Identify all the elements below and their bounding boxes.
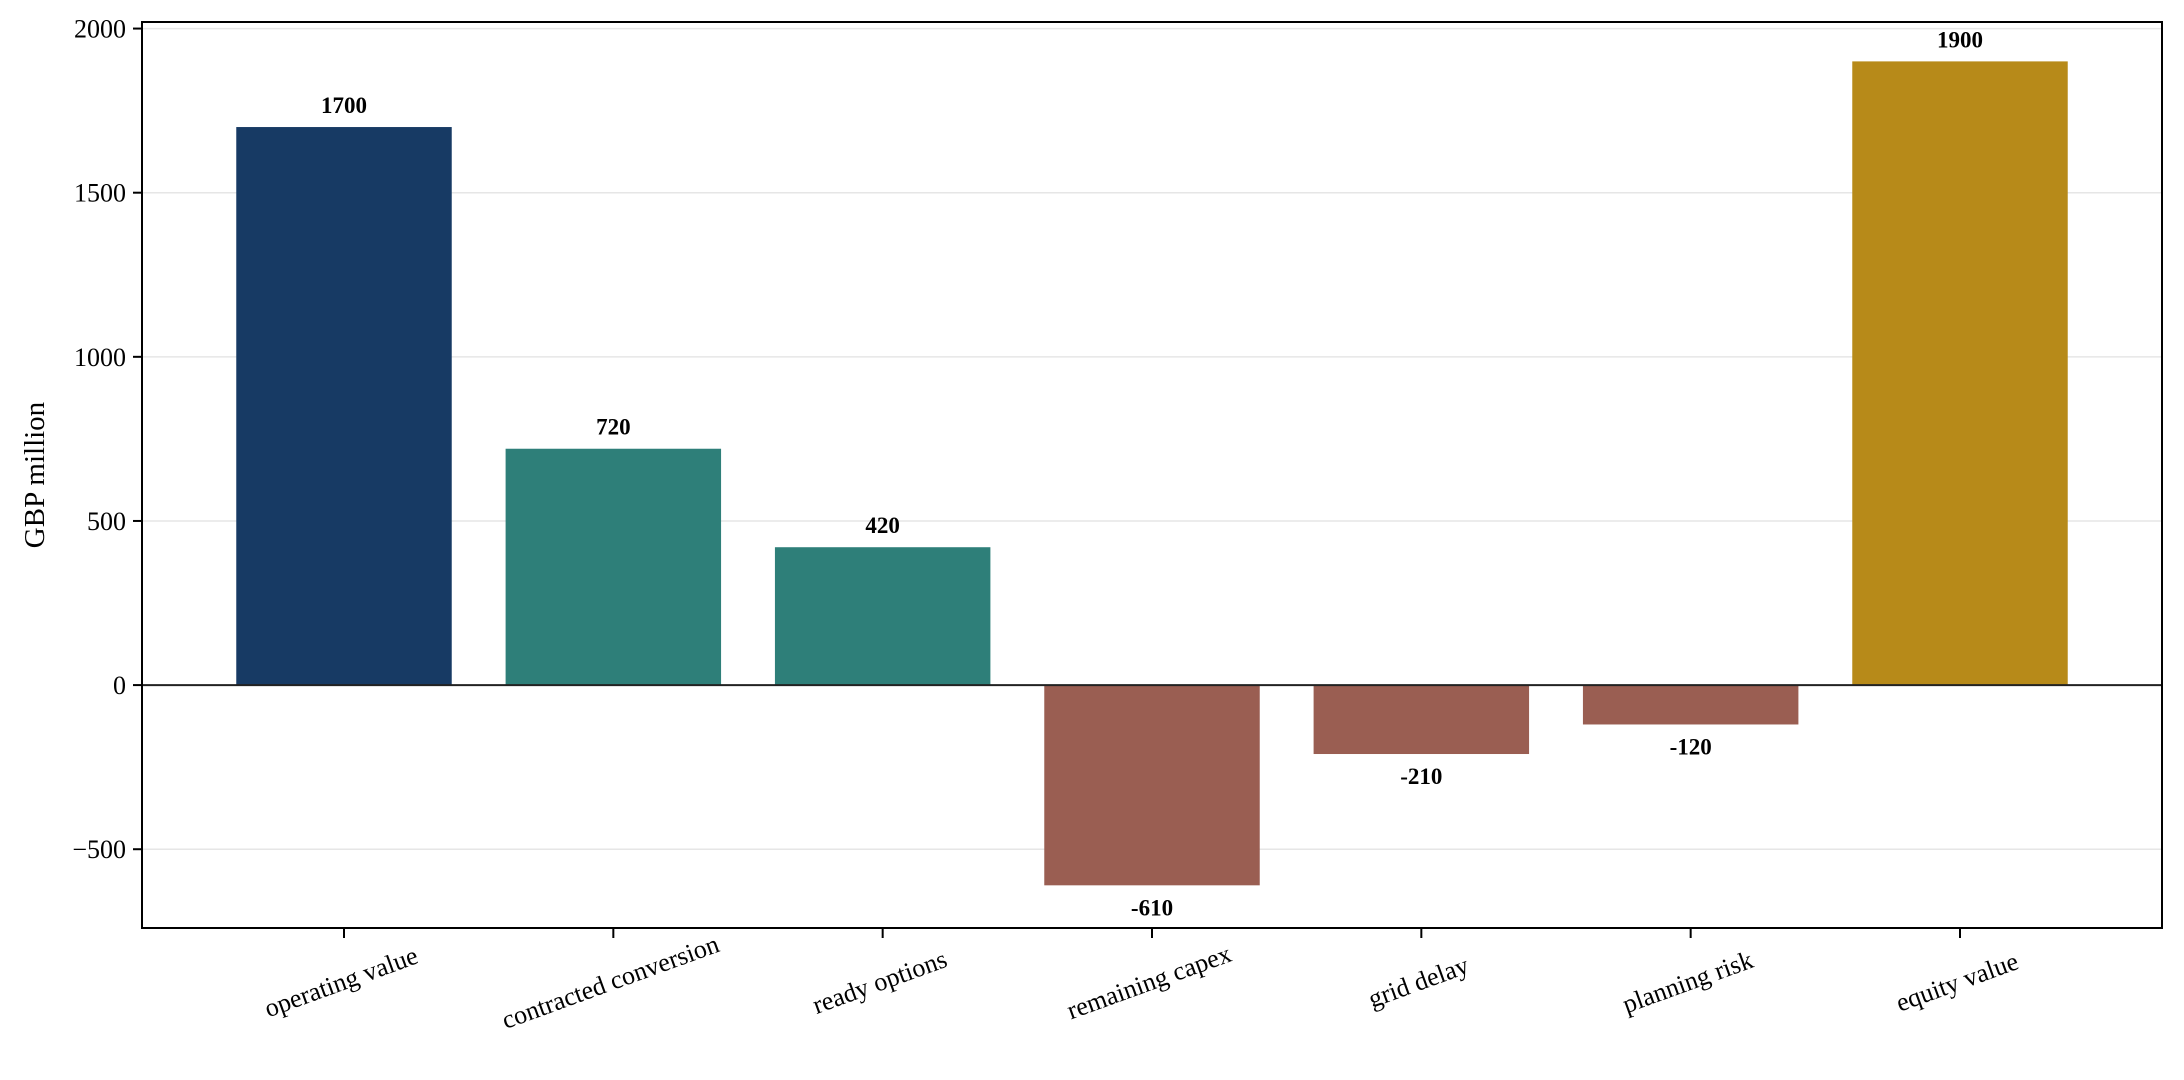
data-label: 420	[865, 513, 900, 538]
y-axis-label: GBP million	[19, 401, 51, 548]
bar	[505, 448, 722, 686]
data-label: 1900	[1937, 27, 1983, 52]
x-tick-label: remaining capex	[1063, 939, 1235, 1025]
data-label: 1700	[321, 93, 367, 118]
x-tick-label: operating value	[260, 941, 421, 1023]
x-tick-label: planning risk	[1619, 945, 1757, 1019]
y-tick-label: 500	[87, 507, 126, 536]
data-label: -210	[1400, 764, 1442, 789]
y-tick-label: 1000	[74, 343, 126, 372]
y-tick-label: 0	[113, 671, 126, 700]
x-tick-label: ready options	[809, 944, 951, 1019]
bar	[1582, 685, 1799, 725]
data-labels: 1700 720 420 -610 -210 -120 1900	[321, 27, 1983, 920]
bar	[1313, 685, 1530, 755]
data-label: -120	[1670, 734, 1712, 759]
bar	[236, 127, 452, 686]
x-axis-ticks: operating value contracted conversion read…	[260, 928, 2022, 1035]
x-tick-label: equity value	[1892, 947, 2022, 1018]
y-tick-label: −500	[72, 835, 126, 864]
bar	[774, 547, 991, 686]
y-tick-label: 2000	[74, 15, 126, 44]
data-label: 720	[596, 415, 631, 440]
data-label: -610	[1131, 895, 1173, 920]
y-axis-ticks: −500 0 500 1000 1500 2000	[72, 15, 142, 864]
bars	[236, 61, 2068, 886]
x-tick-label: contracted conversion	[498, 929, 723, 1035]
bar	[1852, 61, 2068, 686]
y-tick-label: 1500	[74, 179, 126, 208]
x-tick-label: grid delay	[1364, 950, 1472, 1013]
bar	[1044, 685, 1260, 886]
